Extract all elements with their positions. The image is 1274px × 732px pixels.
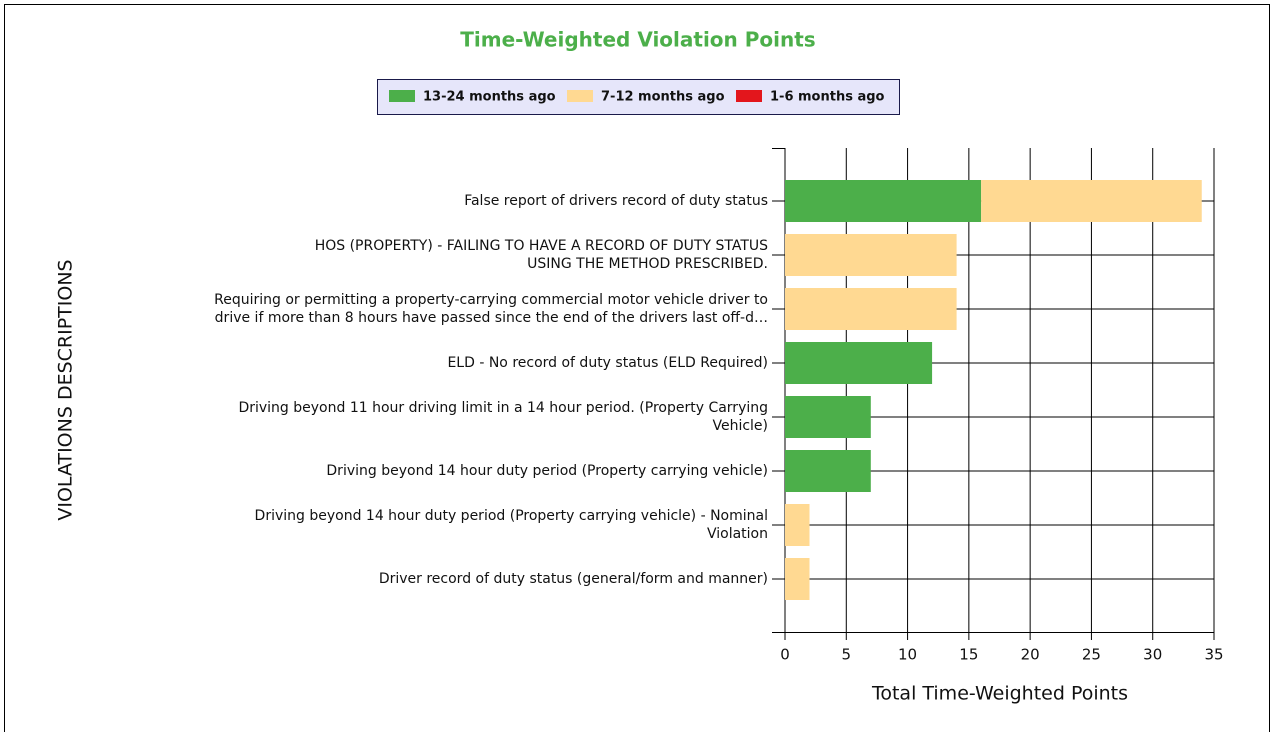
- bar: [785, 504, 810, 546]
- chart-title: Time-Weighted Violation Points: [460, 28, 815, 52]
- x-tick-label: 5: [842, 646, 852, 664]
- x-tick-label: 30: [1143, 646, 1162, 664]
- legend-swatch: [389, 90, 415, 102]
- x-tick-label: 0: [780, 646, 790, 664]
- legend-label: 13-24 months ago: [423, 90, 556, 105]
- legend-swatch: [567, 90, 593, 102]
- y-tick-label: HOS (PROPERTY) - FAILING TO HAVE A RECOR…: [315, 238, 768, 272]
- frame: [4, 4, 1270, 732]
- x-tick-label: 35: [1204, 646, 1223, 664]
- bar: [785, 180, 982, 222]
- legend: [377, 79, 900, 115]
- y-tick-label: Requiring or permitting a property-carry…: [214, 292, 768, 326]
- y-tick-label: Driver record of duty status (general/fo…: [379, 571, 768, 587]
- y-tick-label: Driving beyond 14 hour duty period (Prop…: [255, 508, 768, 542]
- x-tick-label: 15: [959, 646, 978, 664]
- legend-label: 1-6 months ago: [770, 90, 885, 105]
- legend-swatch: [736, 90, 762, 102]
- x-axis-label: Total Time-Weighted Points: [871, 683, 1128, 705]
- bar: [785, 288, 957, 330]
- y-tick-label: ELD - No record of duty status (ELD Requ…: [447, 355, 768, 371]
- x-tick-label: 20: [1021, 646, 1040, 664]
- bar: [785, 342, 933, 384]
- legend-label: 7-12 months ago: [601, 90, 725, 105]
- y-tick-label: Driving beyond 11 hour driving limit in …: [238, 400, 768, 434]
- y-axis-label: VIOLATIONS DESCRIPTIONS: [55, 259, 77, 520]
- bar: [785, 450, 871, 492]
- x-tick-label: 25: [1082, 646, 1101, 664]
- y-tick-label: Driving beyond 14 hour duty period (Prop…: [326, 463, 768, 479]
- x-tick-label: 10: [898, 646, 917, 664]
- bar: [785, 396, 871, 438]
- bar: [785, 234, 957, 276]
- bar: [981, 180, 1202, 222]
- y-tick-label: False report of drivers record of duty s…: [464, 193, 768, 209]
- bar: [785, 558, 810, 600]
